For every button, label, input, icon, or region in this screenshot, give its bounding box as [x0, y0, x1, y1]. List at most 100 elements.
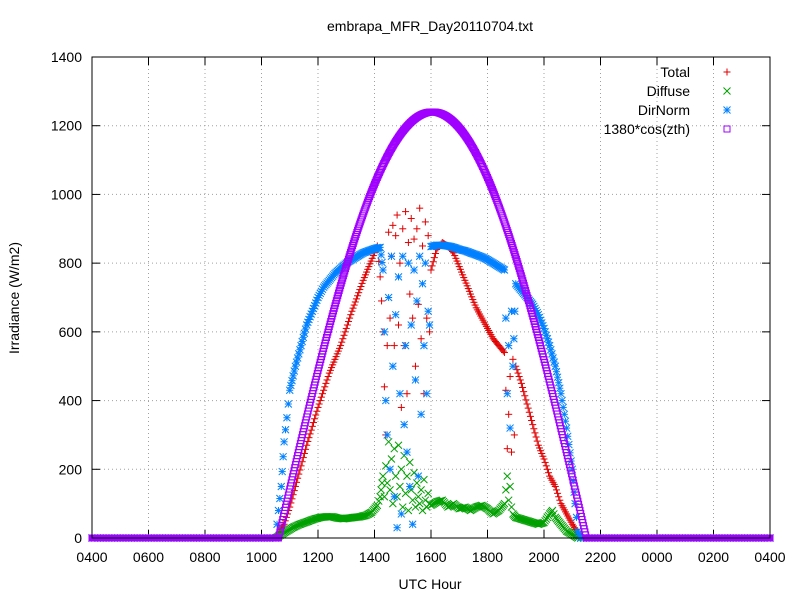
series-point: [519, 384, 527, 392]
series-point: [558, 396, 566, 405]
series-point: [321, 383, 329, 391]
series-point: [410, 468, 418, 477]
series-point: [350, 237, 358, 245]
series-point: [346, 251, 354, 259]
series-point: [406, 290, 414, 298]
series-point: [519, 277, 527, 285]
series-point: [510, 431, 518, 439]
series-point: [423, 314, 431, 322]
series-point: [389, 362, 397, 371]
grid: [92, 57, 770, 538]
series-point: [504, 496, 513, 505]
series-point: [507, 237, 515, 245]
series-point: [418, 506, 427, 515]
series-point: [346, 314, 354, 322]
series-point: [424, 307, 433, 316]
series-point: [368, 187, 376, 195]
series-point: [407, 321, 416, 329]
series-point: [384, 293, 393, 302]
series-point: [315, 400, 323, 408]
series-point: [339, 274, 347, 282]
series-point: [405, 482, 414, 491]
legend: Total Diffuse DirNorm 1380*cos(zth): [604, 64, 731, 137]
series-point: [520, 388, 528, 396]
series-point: [323, 376, 331, 384]
x-tick-label: 1600: [415, 549, 446, 565]
y-tick-label: 0: [74, 530, 82, 546]
series-point: [351, 298, 359, 306]
y-tick-label: 1400: [51, 49, 82, 65]
series-point: [365, 194, 373, 202]
series-point: [420, 475, 428, 484]
series-point: [417, 335, 425, 343]
legend-label: Diffuse: [647, 83, 691, 99]
series-point: [347, 246, 355, 254]
series-point: [413, 297, 421, 305]
legend-label: DirNorm: [638, 102, 690, 118]
series-point: [421, 259, 430, 267]
series-point: [276, 494, 284, 503]
series-point: [339, 335, 347, 343]
series-point: [336, 284, 344, 292]
series-point: [384, 437, 393, 446]
series-point: [490, 189, 498, 197]
series-point: [505, 233, 513, 241]
series-point: [349, 304, 357, 312]
series-point: [505, 410, 513, 418]
series-point: [402, 208, 410, 216]
plot-frame: [91, 56, 771, 539]
series-point: [513, 258, 521, 266]
series-point: [379, 266, 387, 274]
series-point: [424, 232, 432, 240]
series-point: [337, 279, 345, 287]
series-point: [413, 479, 421, 487]
series-point: [517, 269, 525, 277]
series-point: [516, 267, 524, 275]
series-point: [304, 437, 312, 445]
x-tick-label: 1800: [472, 549, 503, 565]
series-point: [394, 273, 403, 281]
series-point: [278, 467, 287, 476]
series-point: [541, 458, 549, 466]
series-point: [391, 310, 400, 319]
series-point: [392, 232, 400, 240]
series-point: [378, 297, 386, 305]
series-point: [417, 486, 425, 494]
series-point: [411, 376, 420, 384]
series-point: [399, 225, 407, 233]
series-point: [414, 472, 423, 481]
x-axis-label: UTC Hour: [398, 576, 461, 592]
x-tick-label: 1000: [246, 549, 277, 565]
series-point: [389, 499, 397, 508]
series-point: [554, 378, 563, 387]
series-point: [509, 362, 517, 371]
series-point: [500, 499, 509, 508]
series-point: [511, 251, 519, 259]
series-point: [520, 279, 528, 287]
series-point: [387, 455, 396, 463]
series-point: [324, 373, 332, 381]
series-point: [397, 465, 406, 474]
series-point: [396, 482, 404, 491]
series-point: [345, 318, 353, 326]
series-point: [379, 472, 387, 481]
series-point: [383, 479, 392, 487]
series-point: [516, 376, 524, 384]
series-point: [510, 307, 519, 316]
series-point: [506, 424, 514, 432]
series-point: [343, 260, 351, 268]
series-point: [314, 403, 322, 411]
series-point: [354, 292, 362, 300]
series-point: [380, 492, 389, 501]
series-point: [277, 482, 286, 491]
series-point: [417, 410, 425, 419]
series-point: [350, 301, 358, 309]
series-point: [397, 510, 406, 518]
series-point: [408, 496, 417, 505]
y-tick-label: 200: [59, 461, 83, 477]
series-point: [340, 331, 348, 339]
series-point: [509, 244, 517, 252]
series-point: [529, 421, 537, 429]
series-point: [306, 430, 314, 438]
x-tick-label: 1400: [359, 549, 390, 565]
